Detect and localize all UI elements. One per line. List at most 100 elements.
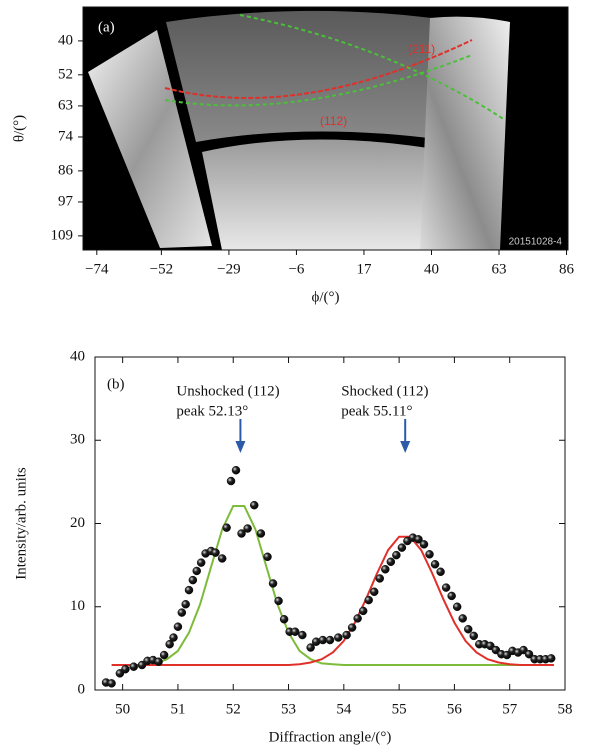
data-point — [375, 574, 385, 583]
y-tick-label: 10 — [70, 598, 85, 614]
x-axis-label: Diffraction angle/(°) — [269, 729, 392, 745]
data-point — [279, 614, 289, 624]
ring-fit — [239, 14, 506, 121]
annotation: (112) — [320, 114, 347, 128]
data-point — [458, 614, 467, 623]
detector-plate — [166, 10, 444, 143]
data-point — [159, 650, 169, 660]
y-tick-label: 74 — [58, 128, 74, 144]
annotation: Shocked (112) — [341, 383, 428, 399]
y-tick-label: 40 — [58, 32, 73, 48]
data-point — [256, 529, 266, 538]
annotation: 20151028-4 — [509, 237, 563, 248]
data-point — [290, 627, 300, 636]
x-tick-label: −29 — [217, 261, 240, 277]
data-point — [524, 649, 534, 659]
x-tick-label: −6 — [288, 261, 304, 277]
data-point — [347, 623, 357, 632]
data-point — [419, 540, 429, 549]
data-point — [386, 557, 396, 567]
annotation: Unshocked (112) — [176, 383, 279, 399]
y-tick-label: 30 — [70, 432, 85, 448]
detector-plate — [420, 16, 510, 250]
x-tick-label: 51 — [170, 701, 185, 717]
x-tick-label: 63 — [492, 261, 507, 277]
y-tick-label: 20 — [70, 515, 85, 531]
y-tick-label: 52 — [58, 66, 73, 82]
annotation: peak 52.13° — [176, 403, 248, 419]
data-point — [121, 664, 130, 674]
plot-frame — [82, 6, 569, 251]
data-point — [154, 657, 163, 666]
x-axis-label: ϕ/(°) — [311, 289, 339, 305]
data-point — [546, 654, 556, 663]
x-tick-label: 55 — [392, 701, 407, 717]
data-point — [231, 465, 241, 475]
x-tick-label: 54 — [336, 701, 352, 717]
data-point — [129, 662, 138, 671]
ring-fit — [164, 54, 473, 107]
data-point — [334, 633, 343, 642]
y-tick-label: 86 — [58, 162, 74, 178]
data-point — [177, 608, 187, 617]
data-point — [196, 558, 206, 567]
data-point — [381, 565, 390, 574]
data-point — [425, 550, 434, 559]
y-axis-label: Intensity/arb. units — [13, 467, 29, 580]
data-point — [298, 630, 307, 640]
detector-plate — [88, 30, 212, 248]
data-point — [353, 614, 362, 623]
data-point — [441, 583, 451, 592]
y-tick-label: 0 — [78, 681, 86, 697]
fit-curve — [111, 535, 554, 666]
data-point — [392, 550, 401, 560]
panel-label: (b) — [107, 376, 125, 392]
data-point — [325, 635, 335, 645]
data-point — [318, 635, 328, 645]
annotation: (211) — [408, 42, 435, 56]
arrow-head — [400, 441, 411, 453]
x-tick-label: 53 — [281, 701, 296, 717]
panel-label: (a) — [98, 19, 115, 35]
data-point — [447, 591, 456, 601]
arrow-head — [235, 441, 246, 453]
x-tick-label: 86 — [559, 261, 575, 277]
data-point — [436, 567, 445, 577]
data-point — [342, 630, 351, 640]
data-point — [184, 585, 194, 595]
x-tick-label: 52 — [226, 701, 241, 717]
data-point — [430, 560, 440, 569]
x-tick-label: 58 — [558, 701, 573, 717]
data-point — [268, 579, 278, 588]
y-tick-label: 97 — [58, 193, 74, 209]
data-point — [169, 633, 178, 642]
data-point — [226, 476, 236, 486]
y-tick-label: 63 — [58, 97, 73, 113]
data-point — [211, 548, 220, 557]
detector-plate — [202, 139, 442, 250]
data-point — [397, 543, 407, 552]
data-point — [192, 566, 201, 576]
x-tick-label: 57 — [502, 701, 518, 717]
data-point — [249, 500, 259, 510]
data-point — [217, 554, 227, 563]
data-point — [414, 535, 423, 544]
y-axis-label: θ/(°) — [11, 115, 27, 142]
data-point — [237, 529, 246, 538]
data-point — [306, 643, 315, 652]
data-point — [173, 622, 183, 631]
data-point — [469, 631, 479, 641]
data-point — [188, 575, 198, 585]
data-point — [222, 523, 231, 532]
x-tick-label: −52 — [150, 261, 173, 277]
data-point — [369, 587, 379, 597]
data-point — [364, 595, 373, 605]
data-point — [263, 552, 272, 562]
annotation: peak 55.11° — [341, 403, 412, 419]
ring-211 — [164, 39, 473, 99]
x-tick-label: 40 — [424, 261, 439, 277]
data-point — [107, 679, 116, 688]
fit-curve — [155, 505, 554, 666]
